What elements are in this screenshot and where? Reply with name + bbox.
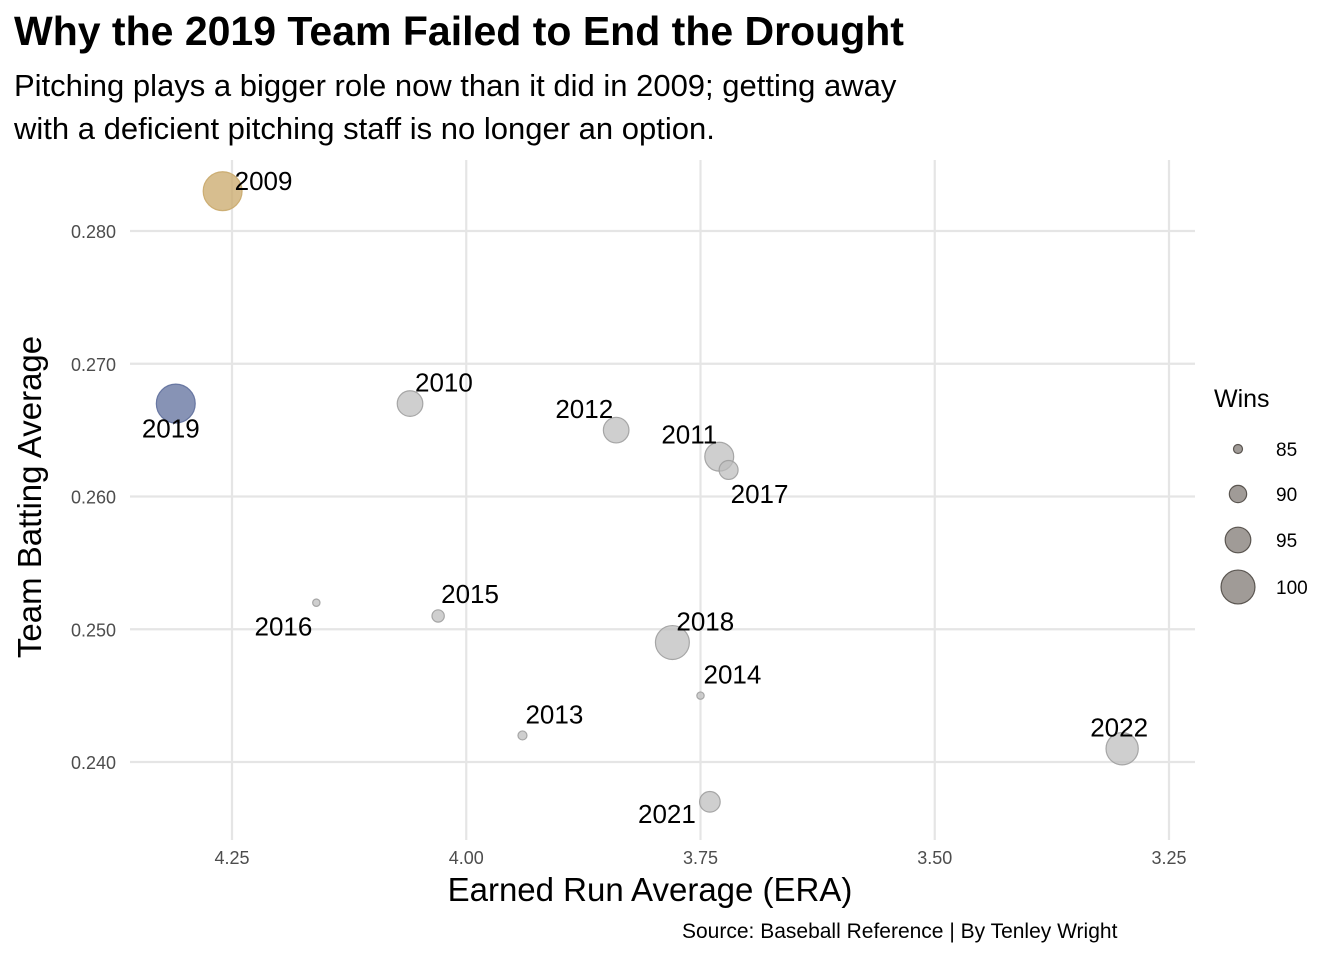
data-point-2022 — [1105, 732, 1139, 766]
size-legend: Wins 85 90 95 100 — [1214, 385, 1308, 605]
point-label-2011: 2011 — [661, 420, 717, 450]
legend-label: 90 — [1276, 485, 1297, 506]
data-points — [155, 171, 1139, 813]
legend-label: 85 — [1276, 440, 1297, 461]
point-label-2013: 2013 — [525, 699, 583, 729]
point-label-2015: 2015 — [441, 579, 499, 609]
chart-subtitle: Pitching plays a bigger role now than it… — [14, 64, 896, 150]
data-point-2018 — [654, 624, 690, 661]
x-tick-label: 4.25 — [214, 848, 249, 868]
chart-title: Why the 2019 Team Failed to End the Drou… — [14, 8, 904, 54]
point-label-2021: 2021 — [638, 799, 696, 829]
grid-lines — [130, 160, 1195, 840]
point-label-2019: 2019 — [142, 414, 200, 444]
subtitle-line: Pitching plays a bigger role now than it… — [14, 68, 897, 103]
point-label-2017: 2017 — [731, 479, 789, 509]
x-tick-label: 3.25 — [1151, 848, 1186, 868]
legend-key-90 — [1228, 484, 1248, 504]
x-axis-title: Earned Run Average (ERA) — [448, 871, 853, 908]
y-tick-label: 0.280 — [71, 222, 116, 242]
x-tick-label: 3.50 — [917, 848, 952, 868]
legend-label: 95 — [1276, 531, 1297, 552]
legend-key-95 — [1224, 526, 1252, 554]
point-labels: 2009 2019 2010 2012 2011 2017 2016 2015 2018 2014… — [142, 166, 1148, 829]
y-tick-label: 0.250 — [71, 620, 116, 640]
y-tick-label: 0.240 — [71, 753, 116, 773]
axis-ticks: 4.25 4.00 3.75 3.50 3.25 0.240 0.250 0.260 0.270… — [71, 222, 1187, 868]
x-tick-label: 3.75 — [683, 848, 718, 868]
data-point-2016 — [312, 598, 321, 607]
point-label-2010: 2010 — [415, 368, 473, 398]
legend-key-85 — [1232, 443, 1244, 455]
point-label-2012: 2012 — [555, 394, 613, 424]
point-label-2018: 2018 — [676, 607, 734, 637]
data-point-2021 — [698, 790, 721, 813]
point-label-2022: 2022 — [1090, 713, 1148, 743]
data-point-2010 — [396, 390, 424, 417]
legend-title: Wins — [1214, 385, 1270, 413]
data-point-2019 — [155, 383, 196, 424]
source-caption: Source: Baseball Reference | By Tenley W… — [682, 920, 1118, 943]
y-tick-label: 0.260 — [71, 488, 116, 508]
data-point-2014 — [696, 691, 705, 700]
point-label-2009: 2009 — [235, 166, 293, 196]
data-point-2013 — [517, 730, 528, 741]
data-point-2017 — [718, 459, 739, 481]
point-label-2016: 2016 — [254, 612, 312, 642]
data-point-2009 — [202, 171, 243, 212]
legend-label: 100 — [1276, 578, 1308, 599]
x-tick-label: 4.00 — [449, 848, 484, 868]
data-point-2012 — [602, 416, 630, 444]
subtitle-line: with a deficient pitching staff is no lo… — [14, 111, 715, 146]
point-label-2014: 2014 — [704, 660, 762, 690]
legend-key-100 — [1220, 569, 1256, 605]
y-tick-label: 0.270 — [71, 355, 116, 375]
data-point-2015 — [431, 609, 445, 623]
y-axis-title: Team Batting Average — [11, 336, 48, 658]
